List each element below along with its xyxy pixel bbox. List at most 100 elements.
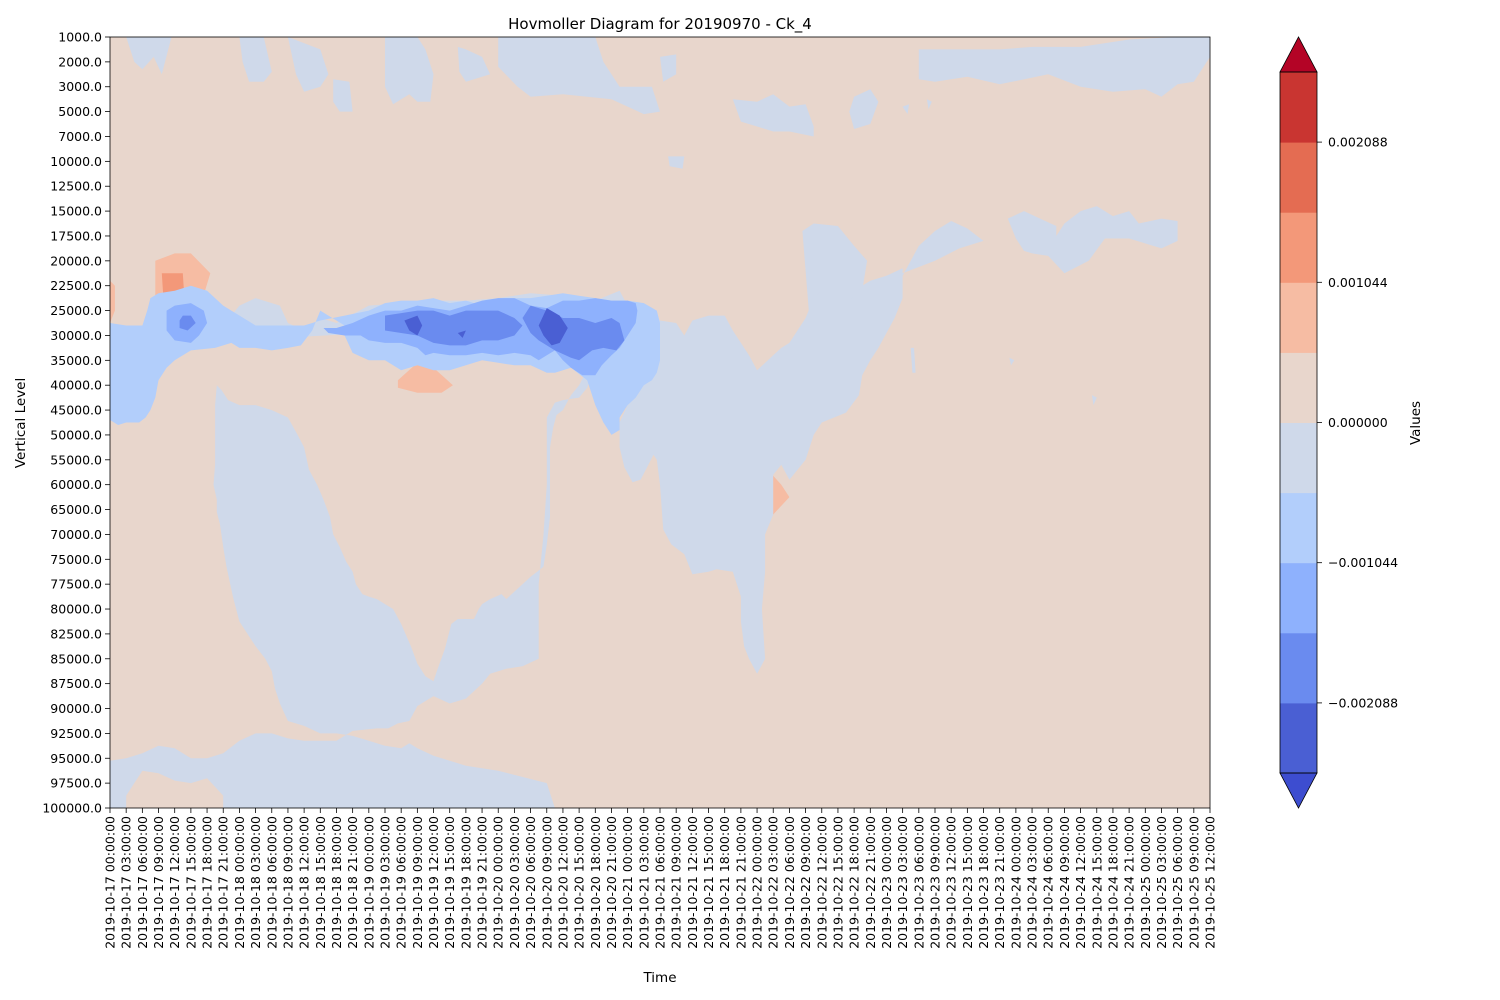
- colorbar-segment: [1280, 562, 1317, 634]
- y-tick-label: 87500.0: [50, 676, 102, 691]
- x-tick-label: 2019-10-21 18:00:00: [717, 816, 732, 949]
- contour-region-29: [672, 499, 681, 517]
- x-tick-label: 2019-10-22 12:00:00: [814, 816, 829, 949]
- y-tick-label: 60000.0: [50, 477, 102, 492]
- colorbar-segment: [1280, 72, 1317, 143]
- contour-region-32: [1091, 395, 1097, 406]
- x-tick-label: 2019-10-25 03:00:00: [1154, 816, 1169, 949]
- contour-region-39: [404, 315, 423, 336]
- x-tick-label: 2019-10-23 09:00:00: [928, 816, 943, 949]
- x-tick-label: 2019-10-23 18:00:00: [976, 816, 991, 949]
- x-tick-label: 2019-10-17 15:00:00: [183, 816, 198, 949]
- x-tick-label: 2019-10-20 12:00:00: [555, 816, 570, 949]
- y-tick-label: 3000.0: [58, 79, 102, 94]
- x-tick-label: 2019-10-22 09:00:00: [798, 816, 813, 949]
- contour-region-21: [926, 99, 932, 110]
- x-tick-label: 2019-10-18 00:00:00: [232, 816, 247, 949]
- x-tick-label: 2019-10-21 15:00:00: [701, 816, 716, 949]
- contour-region-26: [110, 268, 903, 808]
- x-tick-label: 2019-10-20 03:00:00: [507, 816, 522, 949]
- x-tick-label: 2019-10-19 18:00:00: [458, 816, 473, 949]
- x-tick-label: 2019-10-19 15:00:00: [442, 816, 457, 949]
- y-tick-label: 45000.0: [50, 403, 102, 418]
- x-tick-label: 2019-10-24 12:00:00: [1073, 816, 1088, 949]
- x-tick-label: 2019-10-24 15:00:00: [1089, 816, 1104, 949]
- x-tick-label: 2019-10-24 00:00:00: [1008, 816, 1023, 949]
- contour-region-37: [385, 310, 523, 346]
- colorbar-segment: [1280, 282, 1317, 353]
- x-tick-label: 2019-10-21 03:00:00: [636, 816, 651, 949]
- colorbar-tick-label: −0.002088: [1328, 695, 1398, 710]
- contour-region-18: [732, 94, 814, 137]
- y-tick-label: 12500.0: [50, 179, 102, 194]
- y-tick-label: 7000.0: [58, 129, 102, 144]
- contour-region-28: [739, 522, 753, 550]
- x-tick-label: 2019-10-25 09:00:00: [1186, 816, 1201, 949]
- x-tick-label: 2019-10-21 21:00:00: [733, 816, 748, 949]
- colorbar-extend-low: [1279, 772, 1318, 809]
- y-tick-label: 1000.0: [58, 30, 102, 45]
- contour-region-30: [910, 347, 916, 373]
- x-tick-label: 2019-10-20 18:00:00: [588, 816, 603, 949]
- colorbar-segment: [1280, 422, 1317, 494]
- x-tick-label: 2019-10-19 12:00:00: [426, 816, 441, 949]
- x-tick-label: 2019-10-24 06:00:00: [1041, 816, 1056, 949]
- x-tick-label: 2019-10-18 06:00:00: [264, 816, 279, 949]
- x-tick-label: 2019-10-24 09:00:00: [1057, 816, 1072, 949]
- x-tick-label: 2019-10-20 21:00:00: [604, 816, 619, 949]
- x-tick-label: 2019-10-22 00:00:00: [750, 816, 765, 949]
- y-tick-label: 65000.0: [50, 502, 102, 517]
- y-tick-label: 77500.0: [50, 577, 102, 592]
- y-tick-label: 20000.0: [50, 253, 102, 268]
- y-tick-label: 17500.0: [50, 228, 102, 243]
- x-tick-label: 2019-10-21 00:00:00: [620, 816, 635, 949]
- x-tick-label: 2019-10-20 15:00:00: [572, 816, 587, 949]
- contour-region-17: [668, 156, 685, 169]
- y-tick-label: 15000.0: [50, 204, 102, 219]
- colorbar-extend-high: [1279, 36, 1318, 73]
- x-tick-label: 2019-10-20 00:00:00: [491, 816, 506, 949]
- x-tick-label: 2019-10-24 18:00:00: [1105, 816, 1120, 949]
- x-tick-label: 2019-10-17 18:00:00: [200, 816, 215, 949]
- contour-region-36: [179, 315, 196, 331]
- colorbar: −0.002088 −0.001044 0.000000 0.001044 0.0020…: [1279, 36, 1398, 809]
- y-tick-label: 95000.0: [50, 751, 102, 766]
- colorbar-segment: [1280, 212, 1317, 283]
- contour-region-16: [660, 54, 677, 82]
- y-tick-label: 25000.0: [50, 303, 102, 318]
- x-tick-label: 2019-10-22 15:00:00: [830, 816, 845, 949]
- y-tick-label: 82500.0: [50, 626, 102, 641]
- contour-region-10: [110, 37, 272, 82]
- x-tick-label: 2019-10-19 21:00:00: [475, 816, 490, 949]
- x-tick-label: 2019-10-22 18:00:00: [847, 816, 862, 949]
- x-tick-label: 2019-10-17 06:00:00: [135, 816, 150, 949]
- x-tick-label: 2019-10-18 09:00:00: [280, 816, 295, 949]
- x-tick-label: 2019-10-19 09:00:00: [410, 816, 425, 949]
- contour-region-41: [538, 308, 568, 346]
- contour-region-40: [457, 330, 466, 338]
- x-tick-label: 2019-10-23 03:00:00: [895, 816, 910, 949]
- chart-title: Hovmoller Diagram for 20190970 - Ck_4: [508, 15, 812, 34]
- x-tick-label: 2019-10-19 03:00:00: [378, 816, 393, 949]
- contour-region-12: [333, 79, 353, 112]
- colorbar-segment: [1280, 492, 1317, 564]
- x-tick-label: 2019-10-22 06:00:00: [782, 816, 797, 949]
- contour-region-1: [110, 280, 115, 323]
- x-tick-label: 2019-10-23 00:00:00: [879, 816, 894, 949]
- contour-region-14: [457, 46, 491, 82]
- y-tick-label: 92500.0: [50, 726, 102, 741]
- x-tick-label: 2019-10-18 03:00:00: [248, 816, 263, 949]
- x-tick-label: 2019-10-18 18:00:00: [329, 816, 344, 949]
- colorbar-segment: [1280, 702, 1317, 774]
- contour-region-31: [1009, 357, 1015, 366]
- x-tick-label: 2019-10-23 15:00:00: [960, 816, 975, 949]
- colorbar-tick-label: 0.002088: [1328, 135, 1388, 150]
- colorbar-tick-label: 0.001044: [1328, 275, 1388, 290]
- y-tick-label: 22500.0: [50, 278, 102, 293]
- y-axis: 1000.0 2000.0 3000.0 5000.0 7000.0 10000.0 125…: [42, 30, 110, 816]
- y-tick-label: 50000.0: [50, 427, 102, 442]
- x-tick-label: 2019-10-19 00:00:00: [361, 816, 376, 949]
- x-tick-label: 2019-10-24 03:00:00: [1025, 816, 1040, 949]
- x-tick-label: 2019-10-19 06:00:00: [394, 816, 409, 949]
